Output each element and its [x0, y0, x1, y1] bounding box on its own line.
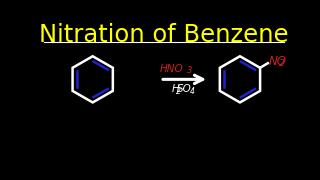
Text: NO: NO — [268, 55, 287, 68]
Text: H: H — [172, 84, 179, 94]
Polygon shape — [73, 56, 113, 102]
Text: 2: 2 — [176, 87, 181, 96]
Polygon shape — [220, 56, 260, 102]
Text: 2: 2 — [279, 59, 284, 68]
Text: HNO: HNO — [159, 64, 183, 74]
Text: 3: 3 — [187, 66, 192, 75]
Text: Nitration of Benzene: Nitration of Benzene — [39, 23, 289, 47]
Text: 4: 4 — [190, 87, 195, 96]
Text: SO: SO — [177, 84, 192, 94]
